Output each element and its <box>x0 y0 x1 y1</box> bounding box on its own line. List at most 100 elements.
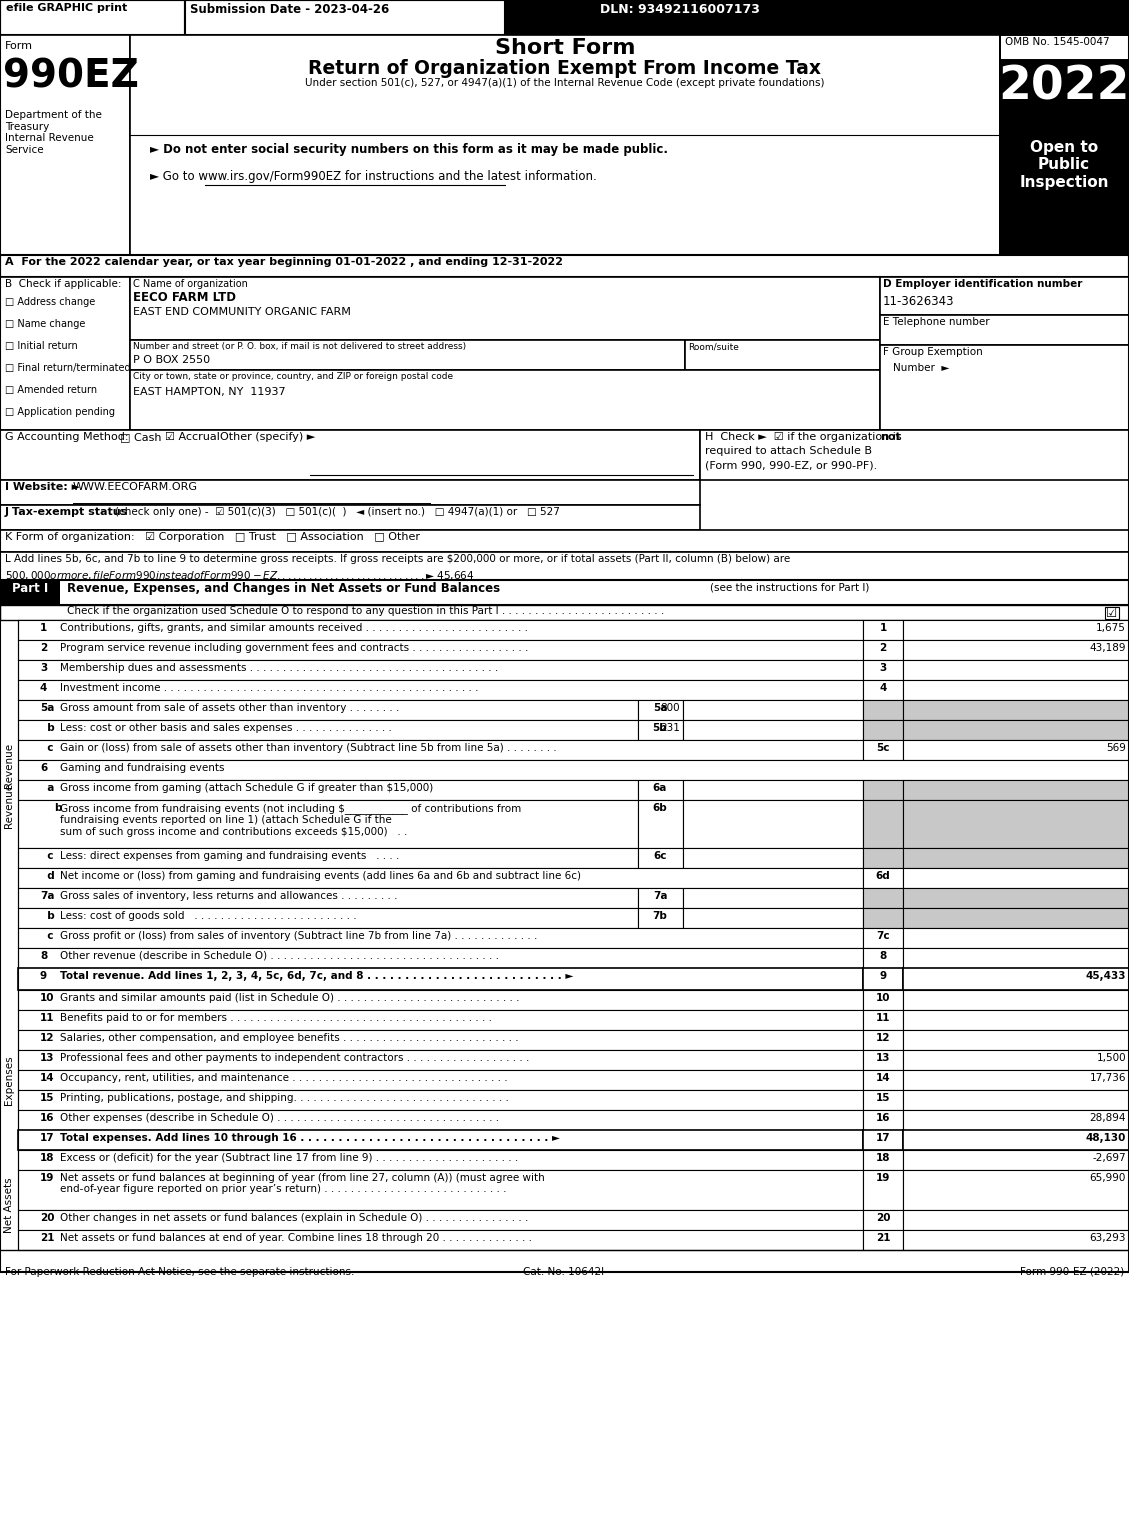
Text: Expenses: Expenses <box>5 1055 14 1104</box>
Bar <box>18 868 863 888</box>
Text: 6b: 6b <box>653 804 667 813</box>
Bar <box>0 0 1129 1272</box>
Text: 1,500: 1,500 <box>1096 1052 1126 1063</box>
Text: Open to
Public
Inspection: Open to Public Inspection <box>1019 140 1109 189</box>
Bar <box>18 888 638 907</box>
Text: 15: 15 <box>40 1093 54 1103</box>
Text: Net assets or fund balances at beginning of year (from line 27, column (A)) (mus: Net assets or fund balances at beginning… <box>60 1173 545 1183</box>
Bar <box>18 1170 863 1209</box>
Text: Other changes in net assets or fund balances (explain in Schedule O) . . . . . .: Other changes in net assets or fund bala… <box>60 1212 528 1223</box>
Text: efile GRAPHIC print: efile GRAPHIC print <box>6 3 128 14</box>
Text: 10: 10 <box>876 993 891 1003</box>
Text: Department of the
Treasury
Internal Revenue
Service: Department of the Treasury Internal Reve… <box>5 110 102 156</box>
Text: 11-3626343: 11-3626343 <box>883 294 954 308</box>
Text: 45,433: 45,433 <box>1085 971 1126 981</box>
Text: Excess or (deficit) for the year (Subtract line 17 from line 9) . . . . . . . . : Excess or (deficit) for the year (Subtra… <box>60 1153 518 1164</box>
Text: Occupancy, rent, utilities, and maintenance . . . . . . . . . . . . . . . . . . : Occupancy, rent, utilities, and maintena… <box>60 1074 508 1083</box>
Bar <box>903 779 1129 801</box>
Bar <box>863 929 903 949</box>
Bar <box>903 1090 1129 1110</box>
Text: 16: 16 <box>40 1113 54 1122</box>
Bar <box>638 888 683 907</box>
Bar <box>18 759 1129 779</box>
Text: For Paperwork Reduction Act Notice, see the separate instructions.: For Paperwork Reduction Act Notice, see … <box>5 1267 355 1276</box>
Text: Membership dues and assessments . . . . . . . . . . . . . . . . . . . . . . . . : Membership dues and assessments . . . . … <box>60 663 498 673</box>
Bar <box>863 1090 903 1110</box>
Bar <box>903 1071 1129 1090</box>
Text: 3: 3 <box>879 663 886 673</box>
Text: Short Form: Short Form <box>495 38 636 58</box>
Text: 231: 231 <box>660 723 680 734</box>
Text: 5a: 5a <box>40 703 54 714</box>
Text: Less: cost or other basis and sales expenses . . . . . . . . . . . . . . .: Less: cost or other basis and sales expe… <box>60 723 392 734</box>
Bar <box>903 621 1129 640</box>
Text: 8: 8 <box>879 952 886 961</box>
Bar <box>18 1090 863 1110</box>
Text: □ Address change: □ Address change <box>5 297 95 307</box>
Bar <box>0 430 700 480</box>
Text: Revenue: Revenue <box>5 743 14 787</box>
Text: 63,293: 63,293 <box>1089 1234 1126 1243</box>
Bar <box>903 1231 1129 1250</box>
Text: J Tax-exempt status: J Tax-exempt status <box>5 506 129 517</box>
Text: 5c: 5c <box>876 743 890 753</box>
Text: 1: 1 <box>40 624 47 633</box>
Bar <box>863 640 903 660</box>
Bar <box>18 700 638 720</box>
Bar <box>879 345 1129 430</box>
Text: 21: 21 <box>40 1234 54 1243</box>
Bar <box>700 430 1129 480</box>
Bar <box>18 680 863 700</box>
Text: 2: 2 <box>40 644 47 653</box>
Text: 7b: 7b <box>653 910 667 921</box>
Text: 28,894: 28,894 <box>1089 1113 1126 1122</box>
Text: Total revenue. Add lines 1, 2, 3, 4, 5c, 6d, 7c, and 8 . . . . . . . . . . . . .: Total revenue. Add lines 1, 2, 3, 4, 5c,… <box>60 971 574 981</box>
Text: 43,189: 43,189 <box>1089 644 1126 653</box>
Text: 65,990: 65,990 <box>1089 1173 1126 1183</box>
Text: 6: 6 <box>40 762 47 773</box>
Bar <box>18 848 638 868</box>
Bar <box>863 680 903 700</box>
Text: 5b: 5b <box>653 723 667 734</box>
Bar <box>638 720 683 740</box>
Text: Other revenue (describe in Schedule O) . . . . . . . . . . . . . . . . . . . . .: Other revenue (describe in Schedule O) .… <box>60 952 499 961</box>
Text: 4: 4 <box>40 683 47 692</box>
Bar <box>903 949 1129 968</box>
Text: Printing, publications, postage, and shipping. . . . . . . . . . . . . . . . . .: Printing, publications, postage, and shi… <box>60 1093 509 1103</box>
Text: 17,736: 17,736 <box>1089 1074 1126 1083</box>
Text: 20: 20 <box>40 1212 54 1223</box>
Text: Revenue: Revenue <box>5 782 14 828</box>
Bar <box>0 605 1129 621</box>
Text: 17: 17 <box>876 1133 891 1144</box>
Text: A  For the 2022 calendar year, or tax year beginning 01-01-2022 , and ending 12-: A For the 2022 calendar year, or tax yea… <box>5 258 563 267</box>
Bar <box>903 929 1129 949</box>
Bar <box>863 968 903 990</box>
Text: Cat. No. 10642I: Cat. No. 10642I <box>524 1267 604 1276</box>
Text: 18: 18 <box>40 1153 54 1164</box>
Bar <box>638 907 683 929</box>
Text: Grants and similar amounts paid (list in Schedule O) . . . . . . . . . . . . . .: Grants and similar amounts paid (list in… <box>60 993 519 1003</box>
Text: □ Amended return: □ Amended return <box>5 384 97 395</box>
Text: 6c: 6c <box>654 851 667 862</box>
Bar <box>879 278 1129 316</box>
Text: Check if the organization used Schedule O to respond to any question in this Par: Check if the organization used Schedule … <box>67 605 664 616</box>
Bar <box>863 888 903 907</box>
Bar <box>903 720 1129 740</box>
Text: 7c: 7c <box>876 930 890 941</box>
Bar <box>18 1010 863 1029</box>
Bar <box>903 640 1129 660</box>
Bar <box>903 1130 1129 1150</box>
Bar <box>903 888 1129 907</box>
Text: 14: 14 <box>40 1074 54 1083</box>
Bar <box>683 907 863 929</box>
Text: Gain or (loss) from sale of assets other than inventory (Subtract line 5b from l: Gain or (loss) from sale of assets other… <box>60 743 557 753</box>
Bar <box>18 740 863 759</box>
Bar <box>903 740 1129 759</box>
Bar <box>863 740 903 759</box>
Text: 20: 20 <box>876 1212 891 1223</box>
Bar <box>0 35 130 255</box>
Bar <box>1000 35 1129 255</box>
Bar <box>879 316 1129 345</box>
Bar <box>18 1110 863 1130</box>
Bar <box>638 801 683 848</box>
